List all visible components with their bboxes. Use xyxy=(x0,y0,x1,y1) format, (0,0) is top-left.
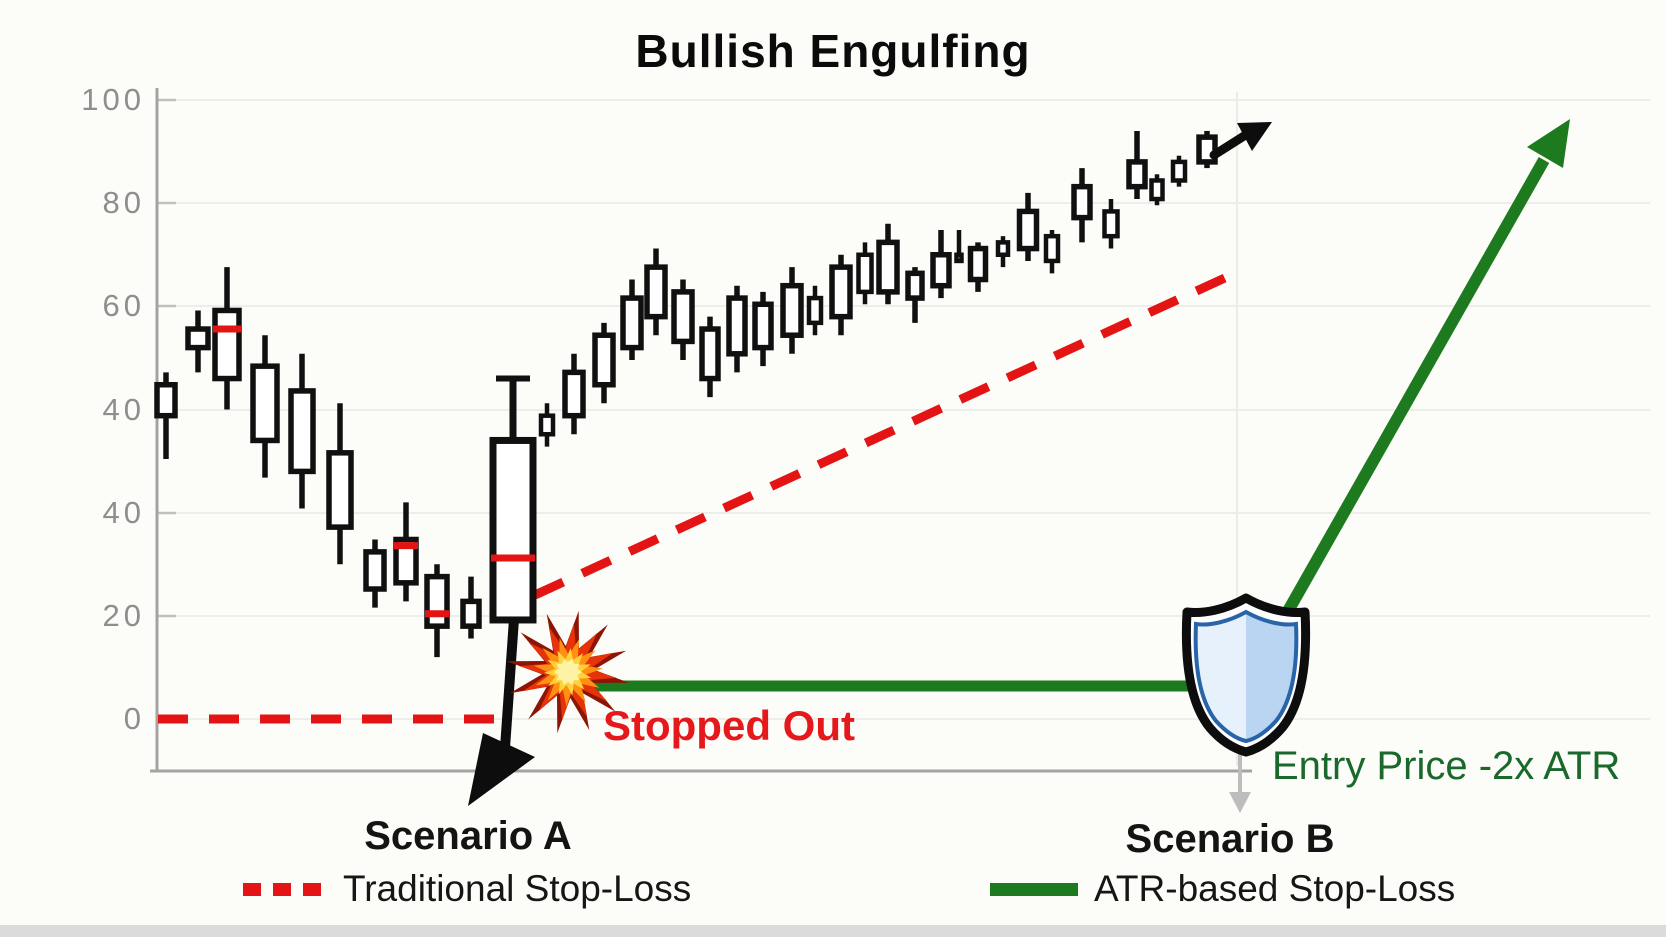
candle-body xyxy=(424,573,450,629)
chart-title: Bullish Engulfing xyxy=(635,25,1031,77)
uptrend-arrow-shaft xyxy=(1209,131,1249,160)
candle-body xyxy=(1149,178,1165,202)
atr-arrow-head xyxy=(1527,119,1570,168)
explosion-icon xyxy=(554,658,582,686)
candle-body xyxy=(1170,159,1188,183)
bullish-engulfing-candle xyxy=(489,436,537,624)
bottom-edge-strip xyxy=(0,925,1666,937)
candle-body xyxy=(671,289,695,345)
candle-body xyxy=(620,295,644,351)
candle-body xyxy=(1071,183,1093,221)
shield-icon-inner-right xyxy=(1246,612,1297,741)
candle-body xyxy=(250,363,280,444)
y-axis-label: 80 xyxy=(102,185,145,220)
green-solid-line-swatch xyxy=(990,882,1078,896)
y-axis-label: 40 xyxy=(102,392,145,427)
candle-body xyxy=(856,252,874,295)
candle-body xyxy=(806,295,824,326)
stop-hit-down-arrow-shaft xyxy=(500,618,519,749)
candle-body xyxy=(1102,209,1120,239)
candle-body xyxy=(1016,208,1040,252)
red-dashed-line-swatch xyxy=(243,882,321,896)
scenario-b-axis-arrow-head xyxy=(1229,792,1251,813)
candle-body xyxy=(752,301,774,351)
candle-body xyxy=(154,381,178,419)
shield-icon-border xyxy=(1193,609,1299,744)
scenario-b-title: Scenario B xyxy=(1125,817,1335,861)
candle-body xyxy=(995,240,1011,257)
legend-b-label: ATR-based Stop-Loss xyxy=(1094,868,1456,909)
candle-body xyxy=(363,549,387,592)
candle-body xyxy=(905,270,925,301)
candle-body xyxy=(212,307,242,382)
candle-body xyxy=(967,245,989,283)
legend-atr-stop-loss: ATR-based Stop-Loss xyxy=(990,866,1455,912)
scenario-a-title: Scenario A xyxy=(364,814,572,858)
candle-body xyxy=(460,598,482,629)
legend-a-label: Traditional Stop-Loss xyxy=(343,868,692,909)
candle-body xyxy=(876,239,900,295)
candle-body xyxy=(1126,159,1148,190)
candle-body xyxy=(288,388,316,475)
candle-body xyxy=(393,536,419,586)
candle-body xyxy=(538,413,556,437)
candle-body xyxy=(562,369,586,419)
candle-body xyxy=(930,252,952,289)
stopped-out-label: Stopped Out xyxy=(603,702,855,749)
candle-body xyxy=(726,295,748,357)
legend-traditional-stop-loss: Traditional Stop-Loss xyxy=(243,866,691,912)
candle-body xyxy=(592,332,616,388)
candle-body xyxy=(644,264,668,320)
y-axis-label: 0 xyxy=(123,701,145,736)
candle-body xyxy=(954,252,964,264)
y-axis-label: 20 xyxy=(102,598,145,633)
candle-body xyxy=(829,264,853,320)
candle-body xyxy=(185,326,211,351)
entry-price-label: Entry Price -2x ATR xyxy=(1272,744,1621,788)
atr-arrow-shaft xyxy=(1244,157,1550,681)
stop-hit-down-arrow-head xyxy=(468,733,535,806)
candle-body xyxy=(326,450,354,530)
y-axis-label: 60 xyxy=(102,288,145,323)
candle-body xyxy=(1043,233,1061,264)
y-axis-label: 40 xyxy=(102,495,145,530)
y-axis-label: 100 xyxy=(81,82,145,117)
candle-body xyxy=(780,282,804,338)
uptrend-arrow-head xyxy=(1237,122,1272,151)
traditional-stop-loss-trailing xyxy=(533,266,1242,600)
candle-body xyxy=(699,326,721,382)
